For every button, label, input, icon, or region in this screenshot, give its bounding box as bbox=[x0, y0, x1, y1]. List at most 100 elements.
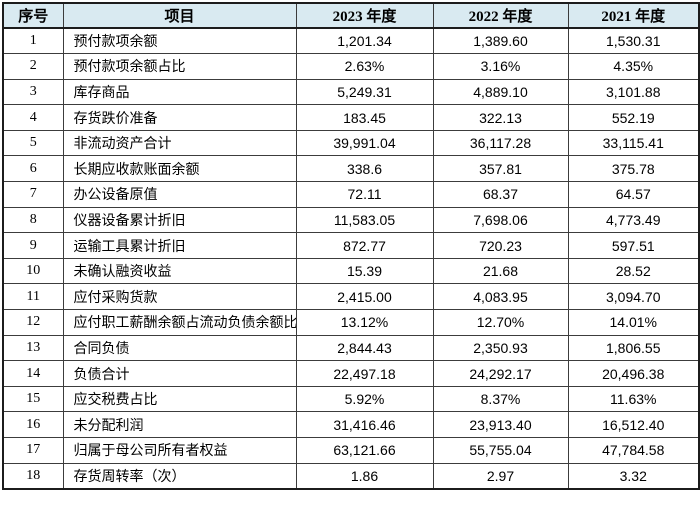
column-header-item: 项目 bbox=[62, 2, 297, 29]
table-row: 2 预付款项余额占比 2.63% 3.16% 4.35% bbox=[2, 53, 700, 80]
cell-2022: 4,083.95 bbox=[432, 283, 569, 311]
cell-item: 仪器设备累计折旧 bbox=[62, 206, 297, 234]
cell-2022: 36,117.28 bbox=[432, 129, 569, 157]
cell-2022: 2.97 bbox=[432, 462, 569, 490]
column-header-2021: 2021 年度 bbox=[567, 2, 700, 29]
cell-2023: 39,991.04 bbox=[295, 129, 434, 157]
cell-2021: 28.52 bbox=[567, 257, 700, 285]
cell-2023: 72.11 bbox=[295, 181, 434, 208]
cell-item: 运输工具累计折旧 bbox=[62, 232, 297, 259]
cell-item: 办公设备原值 bbox=[62, 181, 297, 208]
cell-2023: 338.6 bbox=[295, 155, 434, 183]
cell-2021: 4.35% bbox=[567, 53, 700, 80]
cell-2022: 8.37% bbox=[432, 385, 569, 413]
cell-2023: 183.45 bbox=[295, 104, 434, 131]
cell-2023: 872.77 bbox=[295, 232, 434, 259]
cell-2021: 552.19 bbox=[567, 104, 700, 131]
cell-index: 12 bbox=[2, 309, 64, 336]
financial-data-table: 序号 项目 2023 年度 2022 年度 2021 年度 1 预付款项余额 1,2… bbox=[2, 2, 700, 490]
cell-item: 预付款项余额 bbox=[62, 27, 297, 55]
cell-item: 非流动资产合计 bbox=[62, 129, 297, 157]
column-header-2022: 2022 年度 bbox=[432, 2, 569, 29]
cell-2021: 3.32 bbox=[567, 462, 700, 490]
cell-2021: 64.57 bbox=[567, 181, 700, 208]
header-row: 序号 项目 2023 年度 2022 年度 2021 年度 bbox=[2, 2, 700, 29]
cell-item: 未确认融资收益 bbox=[62, 257, 297, 285]
cell-index: 2 bbox=[2, 53, 64, 80]
cell-2023: 5.92% bbox=[295, 385, 434, 413]
cell-index: 13 bbox=[2, 334, 64, 362]
cell-index: 10 bbox=[2, 257, 64, 285]
cell-2023: 15.39 bbox=[295, 257, 434, 285]
cell-2021: 11.63% bbox=[567, 385, 700, 413]
cell-index: 9 bbox=[2, 232, 64, 259]
cell-index: 17 bbox=[2, 437, 64, 464]
cell-index: 7 bbox=[2, 181, 64, 208]
cell-2021: 16,512.40 bbox=[567, 411, 700, 438]
table-row: 1 预付款项余额 1,201.34 1,389.60 1,530.31 bbox=[2, 27, 700, 55]
table-row: 14 负债合计 22,497.18 24,292.17 20,496.38 bbox=[2, 360, 700, 387]
cell-2023: 11,583.05 bbox=[295, 206, 434, 234]
cell-2022: 68.37 bbox=[432, 181, 569, 208]
table-row: 16 未分配利润 31,416.46 23,913.40 16,512.40 bbox=[2, 411, 700, 438]
cell-index: 1 bbox=[2, 27, 64, 55]
table-row: 11 应付采购货款 2,415.00 4,083.95 3,094.70 bbox=[2, 283, 700, 311]
cell-2021: 33,115.41 bbox=[567, 129, 700, 157]
cell-2022: 4,889.10 bbox=[432, 78, 569, 106]
table-row: 3 库存商品 5,249.31 4,889.10 3,101.88 bbox=[2, 78, 700, 106]
table-row: 5 非流动资产合计 39,991.04 36,117.28 33,115.41 bbox=[2, 129, 700, 157]
cell-2022: 55,755.04 bbox=[432, 437, 569, 464]
cell-2022: 1,389.60 bbox=[432, 27, 569, 55]
cell-2021: 14.01% bbox=[567, 309, 700, 336]
cell-2021: 597.51 bbox=[567, 232, 700, 259]
cell-2022: 2,350.93 bbox=[432, 334, 569, 362]
table-row: 8 仪器设备累计折旧 11,583.05 7,698.06 4,773.49 bbox=[2, 206, 700, 234]
cell-2023: 2,844.43 bbox=[295, 334, 434, 362]
cell-2023: 63,121.66 bbox=[295, 437, 434, 464]
table-row: 18 存货周转率（次） 1.86 2.97 3.32 bbox=[2, 462, 700, 490]
cell-2022: 357.81 bbox=[432, 155, 569, 183]
cell-2023: 22,497.18 bbox=[295, 360, 434, 387]
cell-index: 15 bbox=[2, 385, 64, 413]
cell-item: 存货周转率（次） bbox=[62, 462, 297, 490]
cell-index: 6 bbox=[2, 155, 64, 183]
cell-item: 长期应收款账面余额 bbox=[62, 155, 297, 183]
cell-item: 库存商品 bbox=[62, 78, 297, 106]
cell-2021: 1,530.31 bbox=[567, 27, 700, 55]
cell-item: 应付采购货款 bbox=[62, 283, 297, 311]
cell-2023: 5,249.31 bbox=[295, 78, 434, 106]
table-row: 9 运输工具累计折旧 872.77 720.23 597.51 bbox=[2, 232, 700, 259]
cell-item: 归属于母公司所有者权益 bbox=[62, 437, 297, 464]
table-header: 序号 项目 2023 年度 2022 年度 2021 年度 bbox=[2, 2, 700, 29]
table-row: 6 长期应收款账面余额 338.6 357.81 375.78 bbox=[2, 155, 700, 183]
cell-index: 3 bbox=[2, 78, 64, 106]
table-row: 10 未确认融资收益 15.39 21.68 28.52 bbox=[2, 257, 700, 285]
cell-2022: 12.70% bbox=[432, 309, 569, 336]
cell-item: 应交税费占比 bbox=[62, 385, 297, 413]
cell-index: 5 bbox=[2, 129, 64, 157]
cell-index: 18 bbox=[2, 462, 64, 490]
cell-2023: 2,415.00 bbox=[295, 283, 434, 311]
cell-item: 预付款项余额占比 bbox=[62, 53, 297, 80]
table-row: 7 办公设备原值 72.11 68.37 64.57 bbox=[2, 181, 700, 208]
cell-2022: 23,913.40 bbox=[432, 411, 569, 438]
cell-index: 11 bbox=[2, 283, 64, 311]
table-row: 17 归属于母公司所有者权益 63,121.66 55,755.04 47,784.58 bbox=[2, 437, 700, 464]
cell-2023: 13.12% bbox=[295, 309, 434, 336]
cell-index: 4 bbox=[2, 104, 64, 131]
cell-2021: 375.78 bbox=[567, 155, 700, 183]
cell-item: 负债合计 bbox=[62, 360, 297, 387]
cell-2023: 31,416.46 bbox=[295, 411, 434, 438]
cell-item: 应付职工薪酬余额占流动负债余额比 bbox=[62, 309, 297, 336]
cell-2021: 4,773.49 bbox=[567, 206, 700, 234]
cell-2023: 1.86 bbox=[295, 462, 434, 490]
cell-2023: 2.63% bbox=[295, 53, 434, 80]
cell-2022: 7,698.06 bbox=[432, 206, 569, 234]
cell-2021: 1,806.55 bbox=[567, 334, 700, 362]
cell-index: 16 bbox=[2, 411, 64, 438]
cell-2021: 3,101.88 bbox=[567, 78, 700, 106]
cell-2021: 20,496.38 bbox=[567, 360, 700, 387]
cell-2022: 24,292.17 bbox=[432, 360, 569, 387]
table-row: 15 应交税费占比 5.92% 8.37% 11.63% bbox=[2, 385, 700, 413]
